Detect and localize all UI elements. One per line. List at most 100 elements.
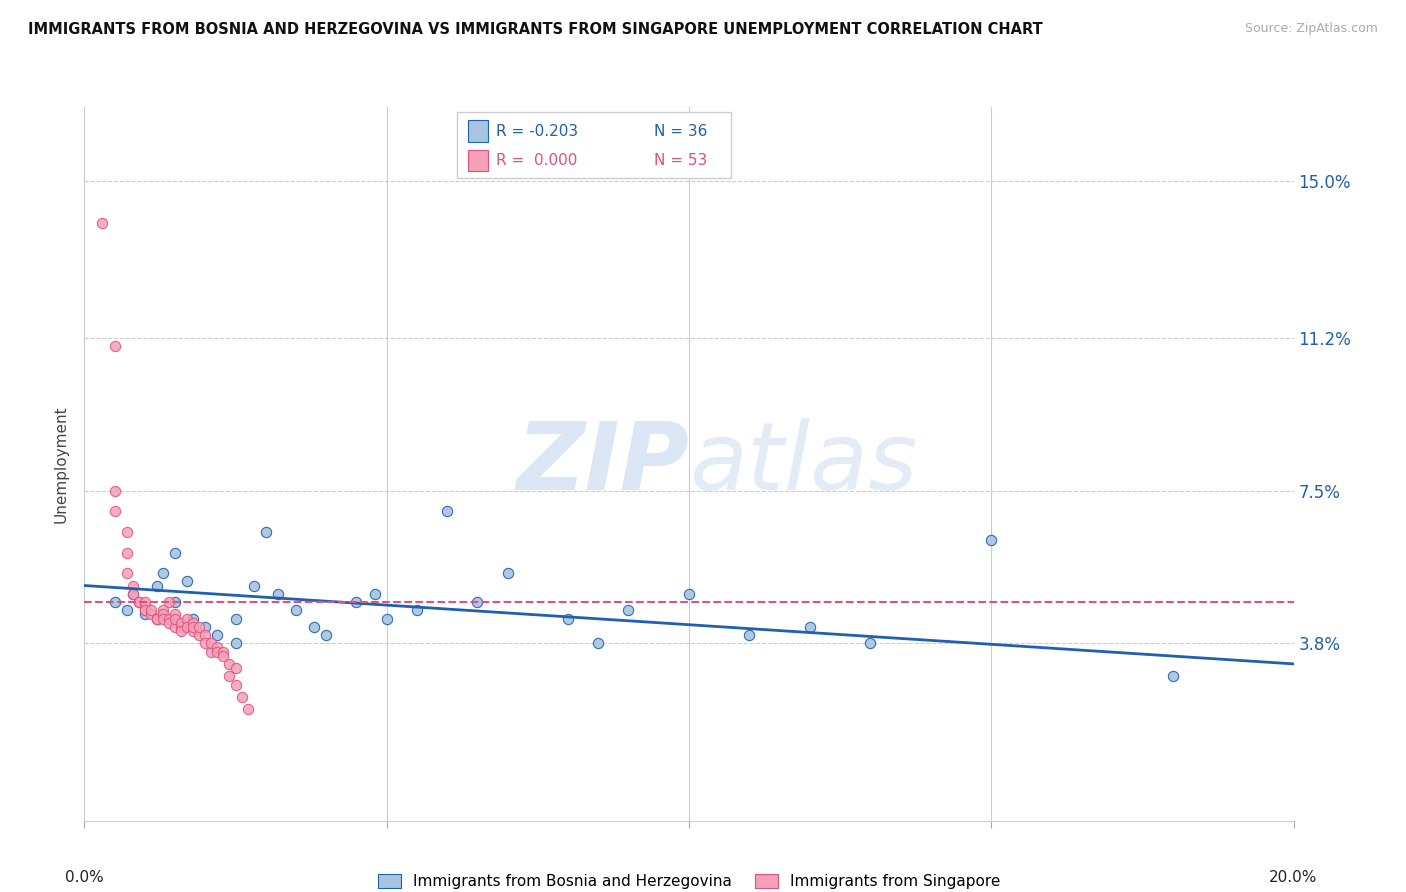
Point: [152, 603, 174, 617]
Point: [152, 611, 174, 625]
Point: [557, 611, 579, 625]
Point: [128, 595, 150, 609]
Point: [181, 620, 204, 634]
Point: [200, 636, 222, 650]
Point: [225, 661, 247, 675]
Point: [207, 640, 229, 655]
Point: [188, 628, 211, 642]
Point: [436, 504, 458, 518]
Point: [346, 595, 368, 609]
Point: [176, 574, 198, 589]
Point: [225, 611, 247, 625]
Text: N = 53: N = 53: [654, 153, 707, 168]
Point: [170, 620, 193, 634]
Point: [738, 628, 761, 642]
Point: [188, 620, 211, 634]
Point: [115, 545, 138, 559]
Point: [496, 566, 519, 581]
Point: [799, 620, 821, 634]
Point: [176, 611, 198, 625]
Point: [134, 603, 156, 617]
Point: [406, 603, 429, 617]
Point: [139, 603, 162, 617]
Point: [152, 607, 174, 622]
Point: [181, 615, 204, 630]
Point: [207, 644, 229, 658]
Point: [218, 657, 240, 671]
Point: [363, 587, 385, 601]
Point: [152, 566, 174, 581]
Point: [218, 669, 240, 683]
Point: [267, 587, 290, 601]
Point: [254, 524, 277, 539]
Point: [134, 599, 156, 614]
Point: [165, 595, 187, 609]
Point: [194, 620, 217, 634]
Point: [588, 636, 610, 650]
Point: [104, 504, 127, 518]
Point: [121, 587, 143, 601]
Point: [146, 611, 169, 625]
Point: [165, 611, 187, 625]
Point: [231, 690, 253, 704]
Point: [134, 595, 156, 609]
Point: [225, 677, 247, 691]
Point: [194, 628, 217, 642]
Point: [181, 624, 204, 638]
Legend: Immigrants from Bosnia and Herzegovina, Immigrants from Singapore: Immigrants from Bosnia and Herzegovina, …: [371, 868, 1007, 892]
Point: [1161, 669, 1184, 683]
Point: [859, 636, 882, 650]
Point: [181, 611, 204, 625]
Text: R = -0.203: R = -0.203: [496, 124, 578, 138]
Text: atlas: atlas: [689, 418, 917, 509]
Point: [121, 587, 143, 601]
Point: [176, 620, 198, 634]
Point: [134, 607, 156, 622]
Point: [104, 483, 127, 498]
Point: [678, 587, 700, 601]
Point: [165, 620, 187, 634]
Point: [170, 624, 193, 638]
Point: [146, 611, 169, 625]
Point: [212, 648, 235, 663]
Point: [225, 636, 247, 650]
Point: [115, 524, 138, 539]
Point: [200, 644, 222, 658]
Point: [207, 628, 229, 642]
Point: [315, 628, 337, 642]
Text: 0.0%: 0.0%: [65, 870, 104, 885]
Point: [157, 615, 180, 630]
Text: ZIP: ZIP: [516, 417, 689, 510]
Point: [980, 533, 1002, 548]
Point: [236, 702, 259, 716]
Point: [165, 545, 187, 559]
Point: [146, 611, 169, 625]
Point: [139, 607, 162, 622]
Y-axis label: Unemployment: Unemployment: [53, 405, 69, 523]
Point: [170, 615, 193, 630]
Point: [157, 611, 180, 625]
Point: [302, 620, 325, 634]
Point: [146, 578, 169, 592]
Point: [104, 339, 127, 353]
Text: IMMIGRANTS FROM BOSNIA AND HERZEGOVINA VS IMMIGRANTS FROM SINGAPORE UNEMPLOYMENT: IMMIGRANTS FROM BOSNIA AND HERZEGOVINA V…: [28, 22, 1043, 37]
Point: [157, 595, 180, 609]
Text: 20.0%: 20.0%: [1270, 870, 1317, 885]
Point: [128, 595, 150, 609]
Text: R =  0.000: R = 0.000: [496, 153, 578, 168]
Text: N = 36: N = 36: [654, 124, 707, 138]
Point: [467, 595, 489, 609]
Point: [115, 566, 138, 581]
Point: [617, 603, 640, 617]
Point: [212, 644, 235, 658]
Point: [375, 611, 398, 625]
Text: Source: ZipAtlas.com: Source: ZipAtlas.com: [1244, 22, 1378, 36]
Point: [121, 578, 143, 592]
Point: [91, 215, 114, 229]
Point: [104, 595, 127, 609]
Point: [134, 603, 156, 617]
Point: [115, 603, 138, 617]
Point: [194, 636, 217, 650]
Point: [285, 603, 308, 617]
Point: [165, 607, 187, 622]
